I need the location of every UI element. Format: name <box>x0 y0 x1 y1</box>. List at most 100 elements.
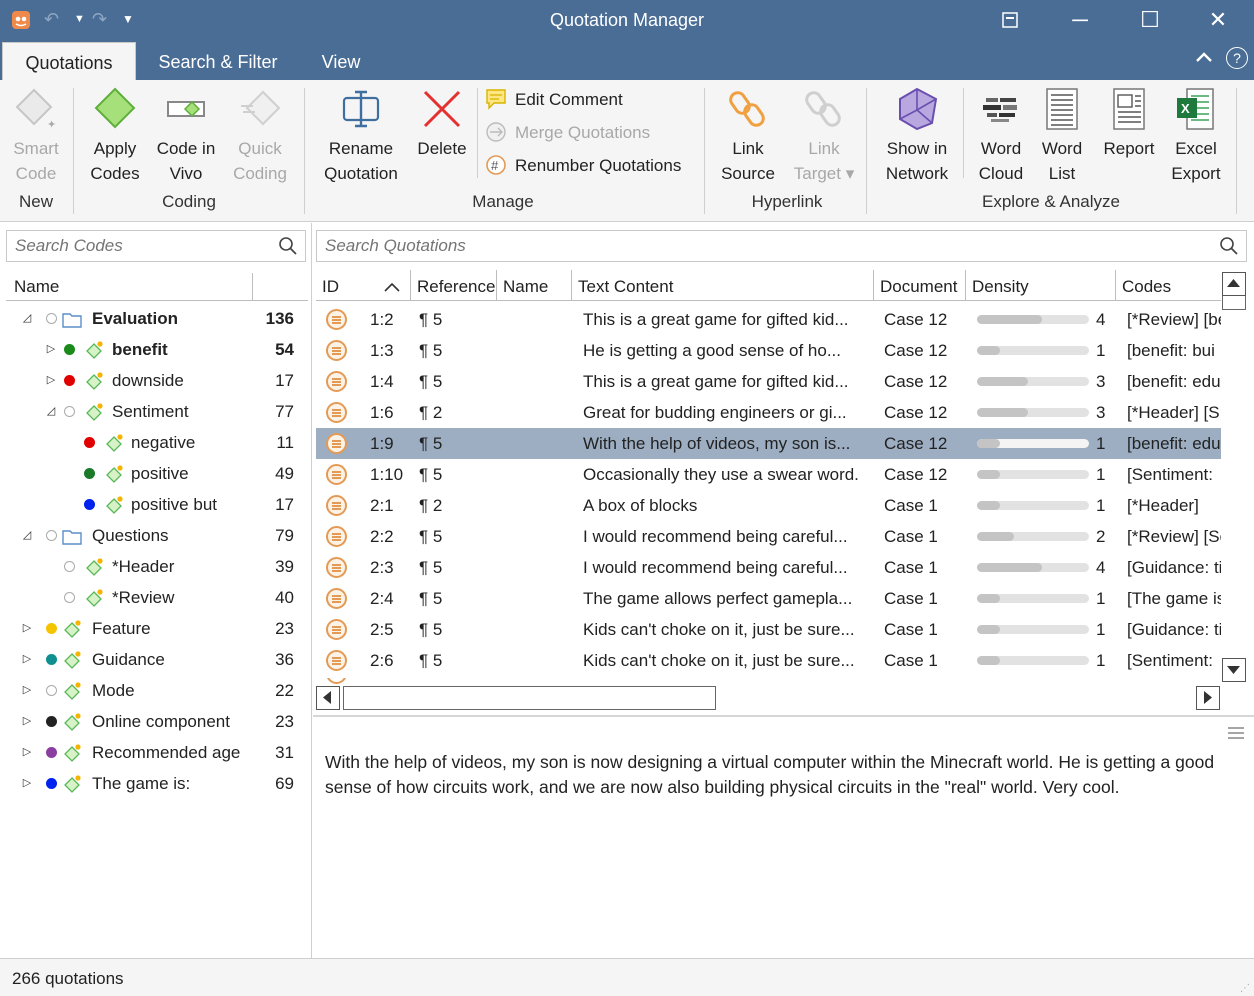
code-in-vivo-button[interactable]: Code in Vivo <box>150 86 222 186</box>
code-tree-item[interactable]: ◿ Questions 79 <box>6 520 308 551</box>
table-row[interactable]: 2:3 ¶ 5 I would recommend being careful...… <box>316 552 1222 583</box>
redo-icon[interactable]: ↷ <box>92 9 108 29</box>
code-tree-item[interactable]: positive but 17 <box>6 489 308 520</box>
code-tree-item[interactable]: ▷ downside 17 <box>6 365 308 396</box>
search-icon[interactable] <box>277 235 299 257</box>
undo-dropdown-icon[interactable]: ▼ <box>74 13 85 25</box>
table-row[interactable]: 2:6 ¶ 5 Kids can't choke on it, just be su… <box>316 645 1222 676</box>
horizontal-scroll-thumb[interactable] <box>343 686 716 710</box>
rename-quotation-button[interactable]: Rename Quotation <box>316 86 406 186</box>
code-tree-item[interactable]: *Header 39 <box>6 551 308 582</box>
search-codes-input[interactable] <box>13 235 267 257</box>
preview-splitter[interactable] <box>313 715 1254 717</box>
minimize-button[interactable]: ─ <box>1072 7 1088 32</box>
edit-comment-button[interactable]: Edit Comment <box>485 88 623 111</box>
column-header-name[interactable]: Name <box>14 277 60 296</box>
column-header-text-content[interactable]: Text Content <box>572 270 874 301</box>
code-tree-item[interactable]: ▷ Recommended age 31 <box>6 737 308 768</box>
table-row[interactable]: 2:5 ¶ 5 Kids can't choke on it, just be su… <box>316 614 1222 645</box>
tab-search-filter[interactable]: Search & Filter <box>158 52 278 72</box>
preview-menu-icon[interactable] <box>1227 726 1245 740</box>
code-tree-item[interactable]: ▷ Guidance 36 <box>6 644 308 675</box>
resize-grip-icon[interactable]: ⋰ <box>1240 983 1250 994</box>
scroll-right-button[interactable] <box>1196 686 1220 710</box>
expand-icon[interactable]: ▷ <box>46 343 56 355</box>
code-tree-item[interactable]: ▷ Feature 23 <box>6 613 308 644</box>
search-quotations-input[interactable] <box>323 235 1113 257</box>
table-row[interactable]: 2:2 ¶ 5 I would recommend being careful...… <box>316 521 1222 552</box>
smart-code-button[interactable]: ✦ Smart Code <box>4 86 68 186</box>
tab-quotations[interactable]: Quotations <box>2 42 136 80</box>
code-tree-item[interactable]: ▷ benefit 54 <box>6 334 308 365</box>
scroll-down-button[interactable] <box>1222 658 1246 682</box>
renumber-quotations-button[interactable]: # Renumber Quotations <box>485 154 681 177</box>
expand-icon[interactable]: ▷ <box>22 622 32 634</box>
tab-view[interactable]: View <box>321 52 361 72</box>
arrow-up-icon <box>1227 279 1240 287</box>
column-header-reference[interactable]: Reference <box>411 270 497 301</box>
quick-access-dropdown-icon[interactable]: ▼ <box>122 12 134 26</box>
code-tree-item[interactable]: *Review 40 <box>6 582 308 613</box>
search-icon[interactable] <box>1218 235 1240 257</box>
expand-icon[interactable]: ▷ <box>22 715 32 727</box>
code-tree-item[interactable]: ▷ Online component 23 <box>6 706 308 737</box>
table-row[interactable]: 1:10 ¶ 5 Occasionally they use a swear wor… <box>316 459 1222 490</box>
scroll-up-button[interactable] <box>1222 272 1246 296</box>
app-icon[interactable] <box>10 9 32 36</box>
table-row[interactable]: 1:6 ¶ 2 Great for budding engineers or gi.… <box>316 397 1222 428</box>
code-tree-item[interactable]: positive 49 <box>6 458 308 489</box>
table-row[interactable]: 1:3 ¶ 5 He is getting a good sense of ho..… <box>316 335 1222 366</box>
density-bar <box>977 563 1089 572</box>
word-cloud-button[interactable]: Word Cloud <box>970 86 1032 186</box>
column-header-id[interactable]: ID <box>316 270 411 301</box>
table-row[interactable]: 1:2 ¶ 5 This is a great game for gifted ki… <box>316 304 1222 335</box>
maximize-button[interactable]: ☐ <box>1140 7 1160 32</box>
link-source-button[interactable]: Link Source <box>714 86 782 186</box>
word-list-button[interactable]: Word List <box>1034 86 1090 186</box>
code-tree-item[interactable]: ▷ Mode 22 <box>6 675 308 706</box>
restore-ribbon-button[interactable] <box>990 6 1030 34</box>
merge-quotations-button[interactable]: Merge Quotations <box>485 121 650 144</box>
collapse-icon[interactable]: ◿ <box>46 405 56 417</box>
excel-export-button[interactable]: X Excel Export <box>1166 86 1226 186</box>
column-header-name[interactable]: Name <box>497 270 572 301</box>
quick-coding-button[interactable]: Quick Coding <box>226 86 294 186</box>
table-row[interactable]: 1:4 ¶ 5 This is a great game for gifted ki… <box>316 366 1222 397</box>
horizontal-scrollbar[interactable] <box>316 684 1237 712</box>
code-tree-item[interactable]: ◿ Sentiment 77 <box>6 396 308 427</box>
code-tree-item[interactable]: ◿ Evaluation 136 <box>6 303 308 334</box>
quotation-count: 266 quotations <box>12 969 124 988</box>
show-in-network-button[interactable]: Show in Network <box>876 86 958 186</box>
scroll-thumb[interactable] <box>1222 296 1246 310</box>
expand-icon[interactable]: ▷ <box>22 777 32 789</box>
density-value: 4 <box>1096 310 1106 329</box>
table-row[interactable]: 2:1 ¶ 2 A box of blocks Case 1 1 [*Header] <box>316 490 1222 521</box>
scroll-left-button[interactable] <box>316 686 340 710</box>
collapse-icon[interactable]: ◿ <box>22 529 32 541</box>
help-icon[interactable]: ? <box>1226 47 1248 69</box>
code-tree-item[interactable]: ▷ The game is: 69 <box>6 768 308 799</box>
delete-button[interactable]: Delete <box>410 86 474 161</box>
close-button[interactable]: ✕ <box>1208 7 1228 32</box>
quotation-codes: [*Review] [be <box>1127 310 1222 329</box>
code-count: 11 <box>276 433 294 452</box>
column-header-density[interactable]: Density <box>966 270 1116 301</box>
code-tree-item[interactable]: negative 11 <box>6 427 308 458</box>
vertical-scrollbar[interactable] <box>1221 270 1247 688</box>
report-button[interactable]: Report <box>1096 86 1162 161</box>
column-header-codes[interactable]: Codes <box>1122 277 1172 296</box>
group-label-manage: Manage <box>472 192 534 211</box>
expand-icon[interactable]: ▷ <box>22 653 32 665</box>
table-row[interactable]: 1:9 ¶ 5 With the help of videos, my son is… <box>316 428 1222 459</box>
code-name: downside <box>112 371 184 390</box>
undo-icon[interactable]: ↶ <box>44 9 60 29</box>
expand-icon[interactable]: ▷ <box>46 374 56 386</box>
link-target-button[interactable]: Link Target ▾ <box>788 86 860 186</box>
table-row[interactable]: 2:4 ¶ 5 The game allows perfect gamepla...… <box>316 583 1222 614</box>
expand-icon[interactable]: ▷ <box>22 746 32 758</box>
apply-codes-button[interactable]: Apply Codes <box>84 86 146 186</box>
expand-icon[interactable]: ▷ <box>22 684 32 696</box>
column-header-document[interactable]: Document <box>874 270 966 301</box>
collapse-ribbon-icon[interactable] <box>1194 48 1214 74</box>
collapse-icon[interactable]: ◿ <box>22 312 32 324</box>
